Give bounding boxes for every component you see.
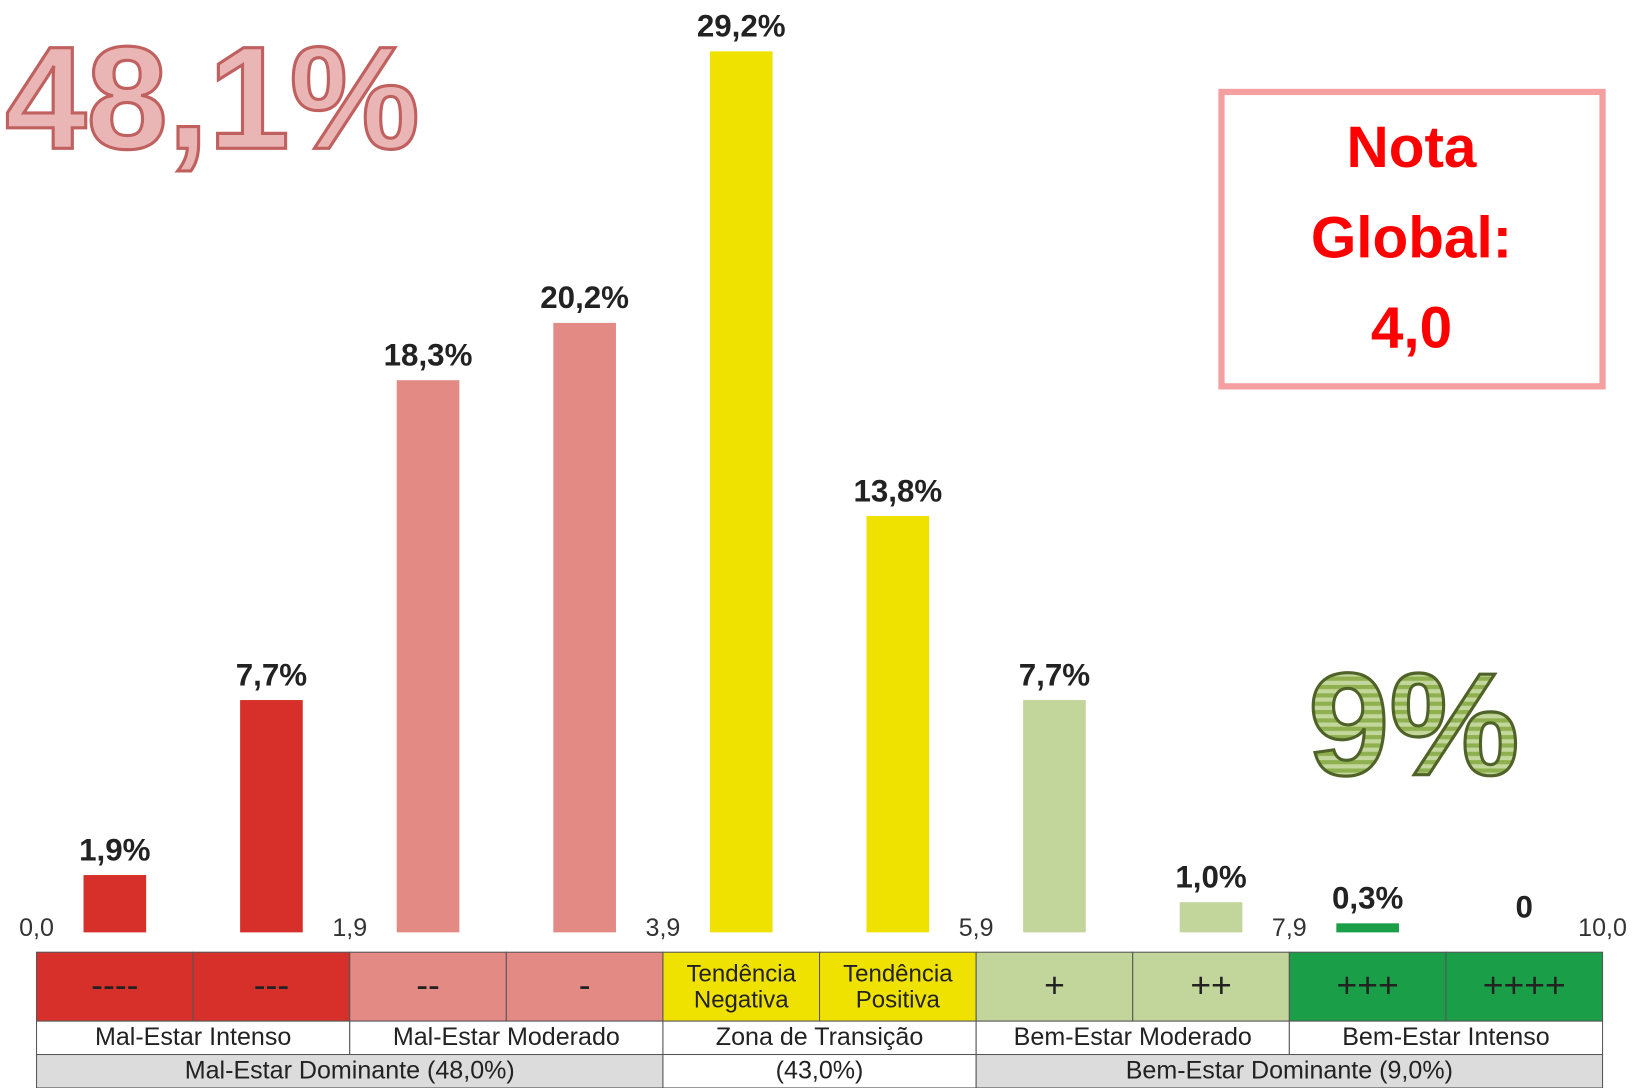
category-cell: -- <box>416 966 440 1006</box>
scale-mark: 5,9 <box>959 914 994 942</box>
category-cell: + <box>1044 966 1065 1006</box>
bar <box>553 322 616 933</box>
category-cell-label: ++ <box>1190 966 1232 1006</box>
category-cell-label: Tendência Negativa <box>686 959 796 1013</box>
category-cell-label: +++ <box>1336 966 1399 1006</box>
group-cell-label: Bem-Estar Intenso <box>1342 1022 1550 1052</box>
category-cell-bg <box>1445 951 1604 1022</box>
category-cell-bg <box>1288 951 1447 1022</box>
bar <box>1023 700 1086 933</box>
note-line: 4,0 <box>1371 296 1452 361</box>
group-cell-bg <box>662 1020 977 1056</box>
dominance-cell: Bem-Estar Dominante (9,0%) <box>1125 1056 1453 1085</box>
category-cell-bg <box>192 951 351 1022</box>
dominance-cell: Mal-Estar Dominante (48,0%) <box>184 1056 515 1085</box>
category-cell-bg <box>505 951 664 1022</box>
category-cell: +++ <box>1336 966 1399 1006</box>
dominance-cell-bg <box>36 1053 664 1088</box>
value-label: 29,2% <box>697 9 786 44</box>
dominance-cell-bg <box>662 1053 977 1088</box>
group-cell-label: Mal-Estar Intenso <box>94 1022 292 1052</box>
dominance-cell-label: Bem-Estar Dominante (9,0%) <box>1125 1056 1453 1085</box>
annotation-left: 48,1% <box>5 16 419 179</box>
category-cell-label: - <box>578 966 591 1006</box>
category-cell: --- <box>253 966 290 1006</box>
category-cell: - <box>578 966 591 1006</box>
category-cell-label: Tendência Positiva <box>843 959 953 1013</box>
group-cell: Bem-Estar Intenso <box>1342 1022 1550 1052</box>
group-cell: Bem-Estar Moderado <box>1013 1022 1252 1052</box>
bar <box>240 700 303 933</box>
category-cell-label: ++++ <box>1482 966 1566 1006</box>
value-label: 13,8% <box>853 473 942 508</box>
category-cell-label: --- <box>253 966 290 1006</box>
category-cell-bg <box>975 951 1134 1022</box>
dominance-cell-label: (43,0%) <box>775 1056 864 1085</box>
note-line: Nota <box>1347 115 1477 180</box>
note-box <box>1218 88 1606 390</box>
group-cell: Mal-Estar Intenso <box>94 1022 292 1052</box>
bar <box>83 875 147 933</box>
value-label: 7,7% <box>1019 657 1091 692</box>
bar <box>709 51 773 933</box>
category-cell-bg <box>349 951 507 1022</box>
group-cell-label: Mal-Estar Moderado <box>392 1022 620 1052</box>
category-cell: ++ <box>1190 966 1232 1006</box>
group-cell-label: Zona de Transição <box>715 1022 924 1052</box>
category-cell-label: + <box>1044 966 1065 1006</box>
category-cell: Tendência Positiva <box>843 959 953 1013</box>
group-cell: Zona de Transição <box>715 1022 924 1052</box>
bar <box>396 380 460 933</box>
value-label: 1,0% <box>1175 860 1247 895</box>
scale-mark: 7,9 <box>1272 914 1307 942</box>
category-cell: Tendência Negativa <box>686 959 796 1013</box>
bar <box>1179 902 1243 933</box>
annotation-right: 9% <box>1308 643 1519 806</box>
dominance-cell: (43,0%) <box>775 1056 864 1085</box>
bar <box>1336 923 1399 933</box>
scale-mark: 3,9 <box>646 914 681 942</box>
group-cell-label: Bem-Estar Moderado <box>1013 1022 1252 1052</box>
scale-mark: 10,0 <box>1578 914 1627 942</box>
note-line: Global: <box>1311 206 1512 271</box>
value-label: 7,7% <box>236 657 308 692</box>
value-label: 20,2% <box>540 280 629 315</box>
category-cell-label: -- <box>416 966 440 1006</box>
category-cell-bg <box>36 951 194 1022</box>
dominance-cell-label: Mal-Estar Dominante (48,0%) <box>184 1056 515 1085</box>
dominance-cell-bg <box>975 1053 1604 1088</box>
value-label: 1,9% <box>79 832 151 867</box>
group-cell-bg <box>1288 1020 1604 1056</box>
bar <box>866 515 930 933</box>
category-cell-label: ---- <box>91 966 139 1006</box>
scale-mark: 1,9 <box>332 914 367 942</box>
group-cell-bg <box>36 1020 351 1056</box>
value-label: 0 <box>1516 890 1533 925</box>
scale-mark: 0,0 <box>19 914 54 942</box>
category-cell-bg <box>662 951 821 1022</box>
value-label: 0,3% <box>1332 881 1404 916</box>
value-label: 18,3% <box>384 338 473 373</box>
category-cell: ++++ <box>1482 966 1566 1006</box>
category-cell: ---- <box>91 966 139 1006</box>
group-cell: Mal-Estar Moderado <box>392 1022 620 1052</box>
